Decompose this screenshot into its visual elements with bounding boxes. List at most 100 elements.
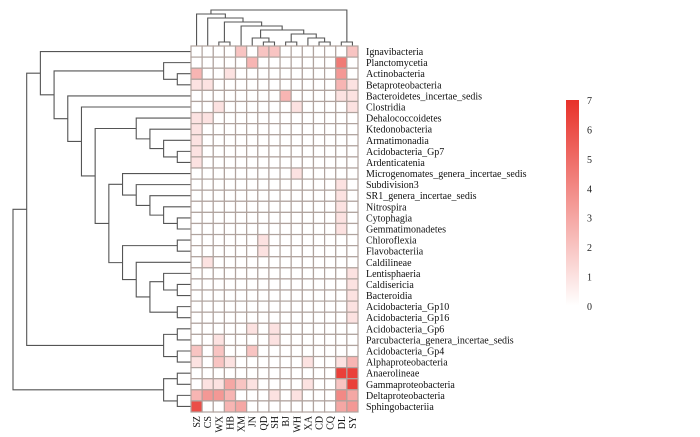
dendrogram-branch: [135, 184, 191, 206]
heatmap-cell: [190, 256, 203, 269]
column-label: HB: [225, 416, 236, 430]
heatmap-cell: [257, 200, 270, 213]
heatmap-cell: [301, 355, 315, 369]
heatmap-cell: [324, 78, 337, 91]
heatmap-cell: [301, 256, 315, 269]
heatmap-cell: [234, 322, 248, 335]
dendrogram-branch: [163, 333, 178, 358]
heatmap-cell: [279, 78, 292, 91]
heatmap-cell: [212, 156, 225, 169]
heatmap-cell: [335, 56, 348, 69]
heatmap-cell: [190, 67, 203, 80]
heatmap-cell: [346, 267, 359, 280]
heatmap-cell: [290, 178, 303, 191]
heatmap-cell: [246, 367, 259, 380]
heatmap-cell: [212, 378, 225, 391]
heatmap-cell: [290, 67, 303, 80]
dendrogram-branch: [176, 283, 191, 297]
heatmap-cell: [201, 300, 214, 313]
heatmap-cell: [234, 233, 248, 247]
dendrogram-branch: [196, 13, 226, 46]
heatmap-cell: [312, 333, 326, 347]
heatmap-cell: [212, 167, 225, 180]
heatmap-cell: [212, 256, 225, 269]
heatmap-cell: [279, 156, 292, 169]
heatmap-cell: [268, 167, 281, 180]
heatmap-cell: [223, 89, 237, 103]
heatmap-cell: [312, 245, 326, 258]
heatmap-cell: [346, 145, 359, 158]
heatmap-cell: [223, 400, 237, 413]
heatmap-cell: [279, 378, 292, 391]
heatmap-cell: [190, 278, 203, 291]
heatmap-cell: [335, 344, 348, 358]
heatmap-cell: [223, 189, 237, 202]
dendrogram-branch: [176, 150, 191, 164]
heatmap-cell: [324, 134, 337, 147]
heatmap-cell: [190, 200, 203, 213]
colorbar-tick-label: 4: [587, 184, 592, 195]
heatmap-cell: [223, 134, 237, 147]
heatmap-cell: [301, 389, 315, 402]
heatmap-cell: [268, 211, 281, 225]
heatmap-cell: [324, 89, 337, 103]
heatmap-cell: [234, 78, 248, 91]
heatmap-cell: [335, 333, 348, 347]
heatmap-cell: [268, 200, 281, 213]
heatmap-cell: [335, 78, 348, 91]
column-label: XA: [303, 415, 314, 430]
heatmap-cell: [223, 333, 237, 347]
heatmap-cell: [279, 256, 292, 269]
heatmap-cell: [257, 189, 270, 202]
heatmap-cell: [201, 400, 214, 413]
heatmap-cell: [268, 367, 281, 380]
heatmap-cell: [279, 111, 292, 125]
heatmap-cell: [301, 189, 315, 202]
row-label: Cytophagia: [366, 213, 413, 224]
heatmap-cell: [246, 167, 259, 180]
heatmap-cell: [246, 145, 259, 158]
heatmap-cell: [201, 211, 214, 225]
heatmap-cell: [312, 400, 326, 413]
heatmap-cell: [268, 289, 281, 302]
heatmap-cell: [324, 100, 337, 114]
heatmap-cell: [201, 256, 214, 269]
heatmap-cell: [324, 333, 337, 347]
heatmap-cell: [324, 311, 337, 324]
heatmap-cell: [201, 344, 214, 358]
heatmap-cell: [212, 233, 225, 247]
dendrogram-branch: [176, 328, 191, 341]
dendrogram-branch: [149, 195, 191, 216]
heatmap-cell: [190, 211, 203, 225]
heatmap-cell: [257, 89, 270, 103]
heatmap-cell: [335, 278, 348, 291]
heatmap-cell: [212, 333, 225, 347]
heatmap-cell: [324, 200, 337, 213]
heatmap-cell: [234, 256, 248, 269]
heatmap-cell: [346, 378, 359, 391]
heatmap-cell: [246, 200, 259, 213]
heatmap-cell: [234, 245, 248, 258]
heatmap-cell: [190, 389, 203, 402]
heatmap-cell: [201, 267, 214, 280]
heatmap-cell: [290, 355, 303, 369]
heatmap-cell: [312, 145, 326, 158]
heatmap-cell: [312, 267, 326, 280]
heatmap-cell: [190, 156, 203, 169]
heatmap-cell: [212, 267, 225, 280]
heatmap-cell: [234, 67, 248, 80]
heatmap-cell: [246, 245, 259, 258]
heatmap-cell: [246, 178, 259, 191]
heatmap-cell: [279, 344, 292, 358]
heatmap-cell: [346, 289, 359, 302]
heatmap-cell: [246, 278, 259, 291]
heatmap-cell: [268, 45, 281, 58]
heatmap-cell: [190, 233, 203, 247]
heatmap-cell: [335, 100, 348, 114]
heatmap-cell: [312, 211, 326, 225]
row-label: Ktedonobacteria: [366, 125, 433, 136]
heatmap-cell: [346, 389, 359, 402]
heatmap-cell: [268, 89, 281, 103]
heatmap-cell: [279, 100, 292, 114]
heatmap-cell: [201, 333, 214, 347]
